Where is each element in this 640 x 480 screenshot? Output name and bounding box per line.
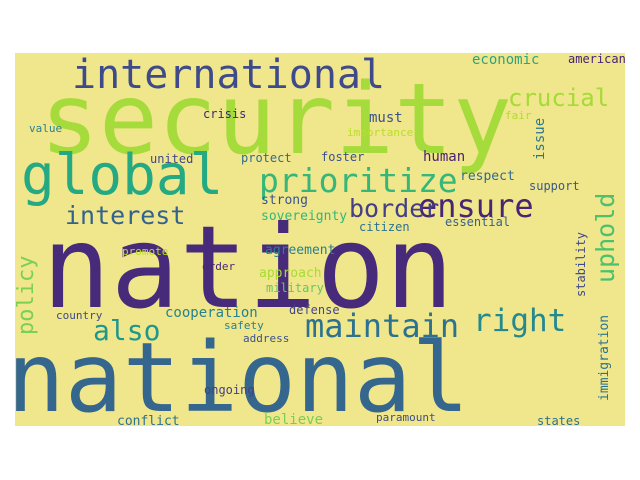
word-cloud: security nation national international g… [15, 53, 625, 426]
word: global [21, 143, 224, 208]
word: ensure [418, 187, 534, 225]
word: ongoing [204, 383, 255, 397]
word: citizen [359, 220, 410, 234]
word: united [150, 152, 194, 166]
word: states [537, 414, 581, 426]
word: safety [224, 319, 264, 332]
word: country [56, 309, 103, 322]
word: believe [264, 412, 324, 426]
word: human [423, 149, 466, 165]
word: policy [15, 255, 39, 335]
word: support [529, 179, 580, 193]
word: promote [122, 245, 169, 258]
word: foster [321, 150, 365, 164]
word: must [369, 110, 403, 126]
word: agreement [265, 243, 336, 258]
word: protect [241, 151, 292, 165]
word: border [349, 194, 440, 223]
word: defense [289, 303, 340, 317]
word: cooperation [165, 305, 258, 321]
word: essential [445, 215, 511, 229]
word: issue [532, 117, 548, 160]
word: security [40, 63, 513, 177]
word: fair [505, 109, 532, 122]
word: conflict [117, 414, 180, 426]
word: right [473, 303, 567, 339]
word: paramount [376, 411, 436, 424]
word: maintain [305, 307, 460, 345]
word: military [266, 281, 324, 295]
word: value [29, 122, 63, 135]
word: order [202, 260, 236, 273]
word: crucial [508, 84, 610, 112]
word: economic [472, 53, 540, 68]
word: crisis [203, 107, 247, 121]
word: address [243, 332, 290, 345]
word: strong [261, 193, 308, 208]
word: uphold [591, 192, 620, 283]
word: interest [65, 201, 186, 230]
word: nation [42, 201, 454, 334]
word: prioritize [259, 161, 458, 200]
word: also [93, 314, 161, 347]
word: national [15, 322, 470, 426]
word: immigration [597, 314, 612, 401]
word: international [72, 53, 386, 98]
word: stability [574, 231, 588, 297]
word: sovereignty [261, 209, 348, 224]
word: respect [460, 169, 515, 184]
word: approach [259, 266, 322, 281]
word: importance [347, 126, 414, 139]
word: american [568, 53, 625, 66]
